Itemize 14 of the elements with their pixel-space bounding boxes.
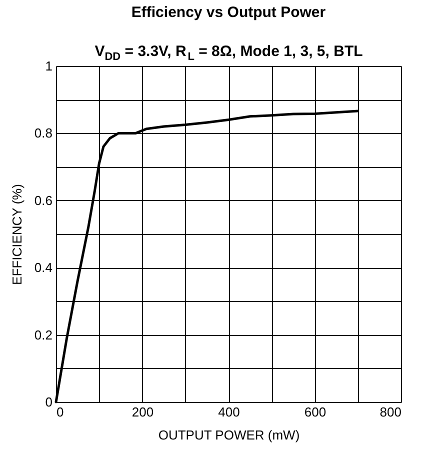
x-tick-label: 800 xyxy=(380,404,402,420)
y-tick-label: 0 xyxy=(45,394,52,410)
y-tick-label: 0.6 xyxy=(34,192,52,208)
x-tick-label: 400 xyxy=(218,404,240,420)
y-axis-title: EFFICIENCY (%) xyxy=(9,184,24,285)
x-tick-label: 0 xyxy=(56,404,64,420)
chart-title: Efficiency vs Output Power xyxy=(131,4,326,21)
y-tick-label: 0.4 xyxy=(34,260,52,276)
y-tick-label: 1 xyxy=(45,58,52,74)
x-tick-label: 200 xyxy=(132,404,154,420)
x-axis-title: OUTPUT POWER (mW) xyxy=(158,428,300,442)
y-tick-label: 0.8 xyxy=(34,126,52,141)
y-tick-label: 0.2 xyxy=(34,327,52,342)
x-tick-label: 600 xyxy=(304,404,326,420)
